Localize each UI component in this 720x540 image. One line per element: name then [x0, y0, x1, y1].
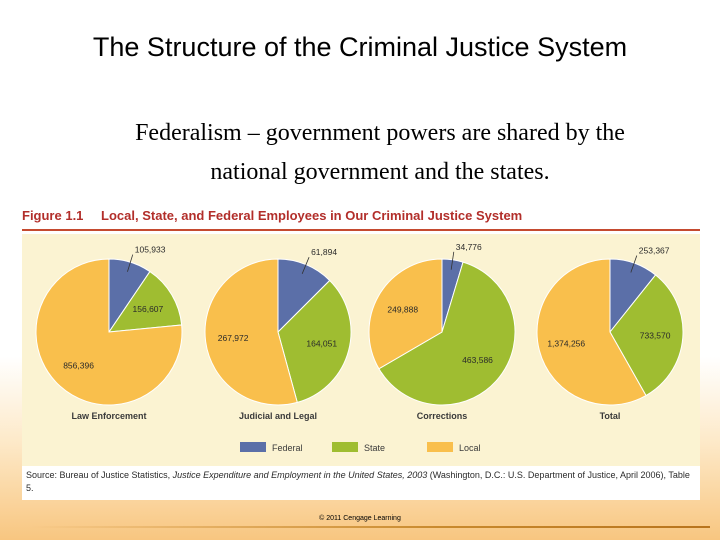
legend-swatch-federal [240, 442, 266, 452]
pie-title-judicial-and-legal: Judicial and Legal [239, 411, 317, 421]
slice-label-judicial-and-legal-local: 267,972 [218, 333, 249, 343]
slice-label-total-federal: 253,367 [639, 246, 670, 256]
slide-title: The Structure of the Criminal Justice Sy… [92, 32, 628, 62]
source-text: Source: Bureau of Justice Statistics, Ju… [26, 469, 694, 495]
legend-label-federal: Federal [272, 443, 303, 453]
source-box: Source: Bureau of Justice Statistics, Ju… [22, 466, 700, 500]
figure-number: Figure 1.1 [22, 208, 84, 223]
pie-slice-judicial-and-legal-local [204, 258, 298, 406]
pie-slice-corrections-state [378, 261, 516, 406]
slice-label-corrections-local: 249,888 [387, 304, 418, 314]
slide-subtitle: Federalism – government powers are share… [60, 114, 700, 192]
slice-label-corrections-federal: 34,776 [456, 242, 482, 252]
pie-slice-total-local [536, 258, 647, 406]
slice-label-law-enforcement-federal: 105,933 [135, 245, 166, 255]
source-prefix: Source: Bureau of Justice Statistics, [26, 470, 173, 480]
leader-line-judicial-and-legal [301, 257, 310, 274]
pie-charts: 105,933 156,607 856,396 Law Enforcement 61,8… [35, 242, 684, 453]
pie-title-total: Total [600, 411, 621, 421]
legend-label-local: Local [459, 443, 481, 453]
pie-slice-law-enforcement-local [35, 258, 183, 406]
bottom-decorative-line [30, 526, 710, 528]
leader-line-total [630, 255, 638, 273]
slice-label-judicial-and-legal-federal: 61,894 [311, 247, 337, 257]
subtitle-line-1: Federalism – government powers are share… [135, 120, 625, 146]
leader-line-law-enforcement [127, 254, 134, 272]
figure-title-rule [22, 229, 700, 231]
pie-title-corrections: Corrections [417, 411, 468, 421]
source-title: Justice Expenditure and Employment in th… [172, 470, 428, 480]
pie-slice-corrections-local [368, 258, 443, 370]
slice-label-total-state: 733,570 [640, 331, 671, 341]
legend-swatch-state [332, 442, 358, 452]
legend-swatch-local [427, 442, 453, 452]
slice-label-judicial-and-legal-state: 164,051 [306, 339, 337, 349]
slice-label-law-enforcement-local: 856,396 [63, 361, 94, 371]
slice-label-corrections-state: 463,586 [462, 355, 493, 365]
source-suffix: (Washington, D.C.: U.S. Department of Ju… [26, 470, 690, 493]
slice-label-total-local: 1,374,256 [547, 339, 585, 349]
pie-title-law-enforcement: Law Enforcement [71, 411, 146, 421]
copyright-notice: © 2011 Cengage Learning [319, 515, 401, 522]
figure-header: Figure 1.1 Local, State, and Federal Emp… [22, 208, 702, 228]
legend-label-state: State [364, 443, 385, 453]
leader-line-corrections [450, 251, 455, 270]
figure-title: Local, State, and Federal Employees in O… [101, 208, 523, 223]
pie-slice-total-state [609, 274, 684, 397]
pie-slice-judicial-and-legal-state [277, 279, 352, 404]
subtitle-line-2: national government and the states. [210, 159, 550, 185]
slice-label-law-enforcement-state: 156,607 [133, 304, 164, 314]
pie-slice-law-enforcement-state [107, 270, 183, 333]
